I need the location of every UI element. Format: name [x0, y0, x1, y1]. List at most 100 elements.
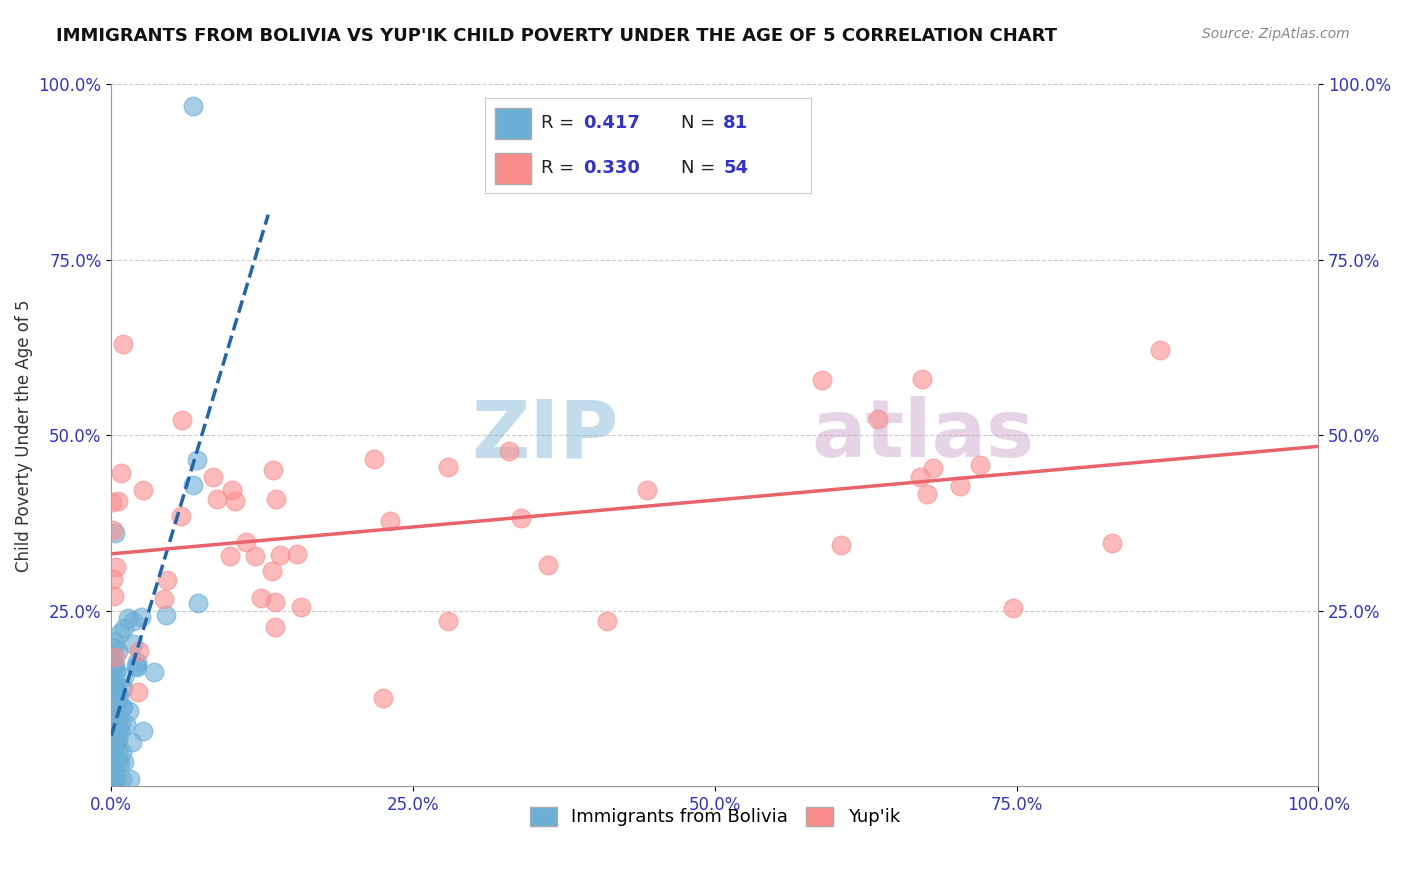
Point [264, 491, 287, 506]
Point [131, 483, 153, 498]
Point [224, 493, 246, 508]
Point [101, 750, 124, 764]
Point [101, 724, 124, 739]
Point [118, 704, 141, 718]
Point [969, 458, 991, 473]
Point [107, 711, 129, 725]
Point [830, 537, 852, 551]
Point [219, 549, 242, 563]
Point [101, 712, 124, 726]
Point [125, 659, 148, 673]
Point [104, 649, 127, 664]
Point [169, 508, 191, 523]
Point [107, 745, 129, 759]
Point [101, 732, 124, 747]
Point [111, 772, 134, 787]
Point [101, 745, 124, 759]
Point [111, 337, 134, 351]
Point [107, 494, 129, 508]
Text: atlas: atlas [811, 396, 1035, 475]
Point [201, 470, 224, 484]
Point [260, 564, 283, 578]
Point [1149, 343, 1171, 357]
Point [183, 478, 205, 492]
Point [103, 772, 125, 787]
Point [107, 731, 129, 746]
Point [115, 716, 138, 731]
Point [105, 734, 128, 748]
Point [112, 681, 135, 696]
Point [103, 770, 125, 784]
Point [103, 772, 125, 787]
Point [125, 659, 148, 673]
Point [111, 699, 134, 714]
Point [121, 615, 143, 629]
Point [112, 756, 135, 770]
Point [101, 736, 124, 750]
Point [371, 691, 394, 706]
Point [498, 444, 520, 458]
Point [205, 492, 228, 507]
Point [105, 772, 128, 787]
Y-axis label: Child Poverty Under the Age of 5: Child Poverty Under the Age of 5 [15, 299, 32, 572]
Point [101, 772, 124, 787]
Point [122, 636, 145, 650]
Point [142, 665, 165, 679]
Point [108, 626, 131, 640]
Point [101, 524, 124, 538]
Point [105, 735, 128, 749]
Point [104, 664, 127, 678]
Point [101, 772, 124, 787]
Point [104, 525, 127, 540]
Point [917, 487, 939, 501]
Point [595, 614, 617, 628]
Point [922, 461, 945, 475]
Point [264, 620, 287, 634]
Point [110, 466, 132, 480]
Point [103, 718, 125, 732]
Point [101, 767, 124, 781]
Point [101, 724, 124, 739]
Point [285, 548, 308, 562]
Point [108, 756, 131, 770]
Point [131, 724, 153, 739]
Point [1101, 536, 1123, 550]
Point [105, 693, 128, 707]
Point [437, 615, 460, 629]
Point [111, 699, 134, 714]
Point [105, 686, 128, 700]
Point [866, 412, 889, 426]
Point [101, 772, 124, 787]
Point [153, 592, 176, 607]
Point [107, 722, 129, 736]
Point [380, 514, 402, 528]
Point [103, 634, 125, 648]
Point [108, 723, 131, 738]
Point [186, 453, 208, 467]
Point [101, 694, 124, 708]
Point [101, 730, 124, 744]
Point [811, 373, 834, 387]
Point [101, 675, 124, 690]
Point [112, 670, 135, 684]
Point [187, 596, 209, 610]
Point [103, 731, 125, 746]
Point [172, 413, 194, 427]
Point [101, 495, 124, 509]
Point [112, 621, 135, 635]
Point [103, 739, 125, 754]
Legend: Immigrants from Bolivia, Yup'ik: Immigrants from Bolivia, Yup'ik [523, 800, 907, 834]
Point [269, 548, 291, 562]
Point [103, 750, 125, 764]
Point [125, 655, 148, 669]
Point [118, 772, 141, 787]
Point [103, 589, 125, 603]
Point [221, 483, 243, 497]
Point [183, 98, 205, 112]
Point [104, 677, 127, 691]
Point [243, 549, 266, 564]
Point [636, 483, 658, 497]
Point [1002, 600, 1025, 615]
Point [103, 741, 125, 756]
Text: ZIP: ZIP [471, 396, 619, 475]
